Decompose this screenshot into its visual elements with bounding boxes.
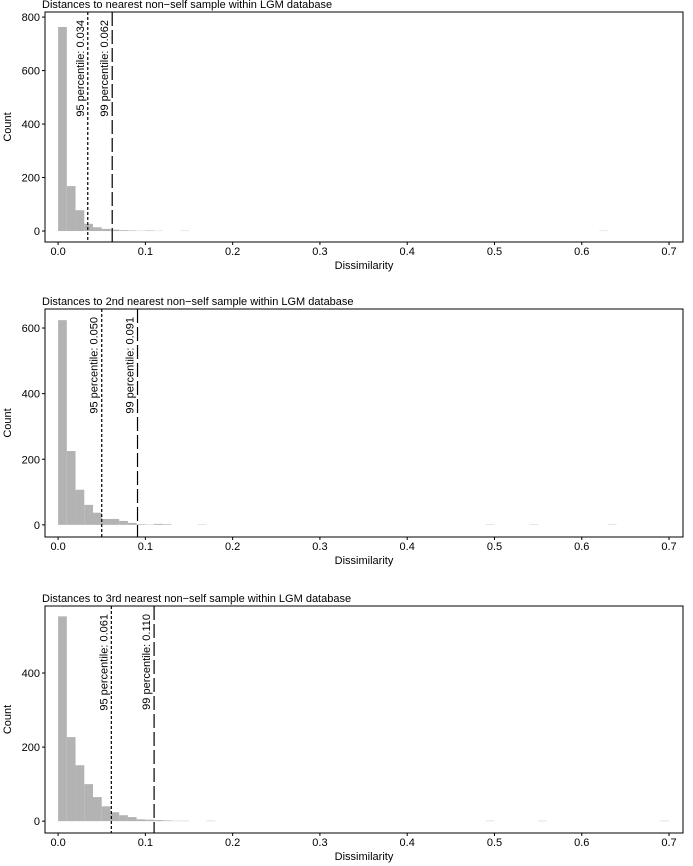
y-axis-label: Count (2, 408, 14, 437)
y-axis-label: Count (2, 112, 14, 141)
y-tick-label: 0 (34, 816, 40, 828)
bar (110, 518, 120, 525)
percentile-label: 95 percentile: 0.061 (98, 614, 110, 711)
y-tick-label: 200 (22, 173, 40, 185)
x-tick-label: 0.5 (487, 246, 502, 258)
bar (110, 229, 120, 232)
x-tick-label: 0.0 (50, 837, 65, 849)
x-tick-label: 0.1 (138, 837, 153, 849)
bar (84, 784, 94, 822)
x-tick-label: 0.4 (400, 837, 415, 849)
x-tick-label: 0.2 (225, 541, 240, 553)
x-axis-label: Dissimilarity (335, 555, 394, 567)
x-tick-label: 0.7 (661, 837, 676, 849)
plot-frame (44, 11, 684, 243)
bar (145, 819, 155, 822)
percentile-label: 99 percentile: 0.062 (99, 20, 111, 117)
chart-title: Distances to 2nd nearest non−self sample… (42, 296, 354, 308)
bar (75, 210, 85, 232)
bar (101, 518, 111, 525)
x-tick-label: 0.6 (574, 246, 589, 258)
bar (136, 819, 146, 822)
percentile-label: 99 percentile: 0.091 (125, 317, 137, 414)
bar (75, 489, 85, 525)
bar (145, 230, 155, 232)
x-tick-label: 0.2 (225, 246, 240, 258)
x-tick-label: 0.6 (574, 541, 589, 553)
bar (119, 230, 128, 232)
bar (119, 815, 128, 822)
y-tick-label: 800 (22, 12, 40, 24)
x-tick-label: 0.7 (661, 246, 676, 258)
x-tick-label: 0.3 (312, 246, 327, 258)
bar (101, 228, 111, 232)
y-tick-label: 400 (22, 119, 40, 131)
bar (127, 817, 137, 822)
y-tick-label: 0 (34, 520, 40, 532)
y-tick-label: 400 (22, 389, 40, 401)
x-tick-label: 0.5 (487, 541, 502, 553)
x-tick-label: 0.0 (50, 541, 65, 553)
y-tick-label: 600 (22, 323, 40, 335)
plot-frame (44, 605, 684, 834)
bar (66, 186, 76, 232)
bar (127, 522, 137, 525)
x-tick-label: 0.5 (487, 837, 502, 849)
y-tick-label: 400 (22, 668, 40, 680)
x-tick-label: 0.2 (225, 837, 240, 849)
bar (162, 524, 172, 525)
y-tick-label: 600 (22, 66, 40, 78)
bar (110, 812, 120, 822)
bar (66, 737, 76, 822)
y-tick-label: 200 (22, 742, 40, 754)
percentile-label: 99 percentile: 0.110 (141, 614, 153, 710)
bar (101, 806, 111, 822)
percentile-label: 95 percentile: 0.034 (75, 20, 87, 117)
y-tick-label: 0 (34, 226, 40, 238)
x-tick-label: 0.3 (312, 541, 327, 553)
chart-title: Distances to nearest non−self sample wit… (42, 0, 332, 11)
bar (58, 320, 67, 525)
bar (154, 523, 163, 525)
bar (154, 820, 163, 822)
bar (58, 616, 67, 822)
percentile-label: 95 percentile: 0.050 (89, 317, 101, 414)
bar (93, 512, 102, 525)
y-tick-label: 200 (22, 454, 40, 466)
x-tick-label: 0.1 (138, 541, 153, 553)
x-axis-label: Dissimilarity (335, 851, 394, 863)
x-tick-label: 0.6 (574, 837, 589, 849)
plot-frame (44, 308, 684, 538)
bar (127, 230, 137, 232)
bar (93, 797, 102, 822)
bar (119, 520, 128, 525)
y-axis-label: Count (2, 705, 14, 734)
bar (84, 223, 94, 232)
x-tick-label: 0.3 (312, 837, 327, 849)
bar (162, 820, 172, 822)
bar (93, 227, 102, 232)
bar (66, 451, 76, 525)
chart-title: Distances to 3rd nearest non−self sample… (42, 593, 351, 605)
x-tick-label: 0.7 (661, 541, 676, 553)
bar (84, 504, 94, 525)
bar (136, 524, 146, 525)
bar (58, 26, 67, 232)
x-tick-label: 0.0 (50, 246, 65, 258)
x-axis-label: Dissimilarity (335, 260, 394, 272)
x-tick-label: 0.4 (400, 541, 415, 553)
x-tick-label: 0.1 (138, 246, 153, 258)
x-tick-label: 0.4 (400, 246, 415, 258)
bar (75, 765, 85, 822)
